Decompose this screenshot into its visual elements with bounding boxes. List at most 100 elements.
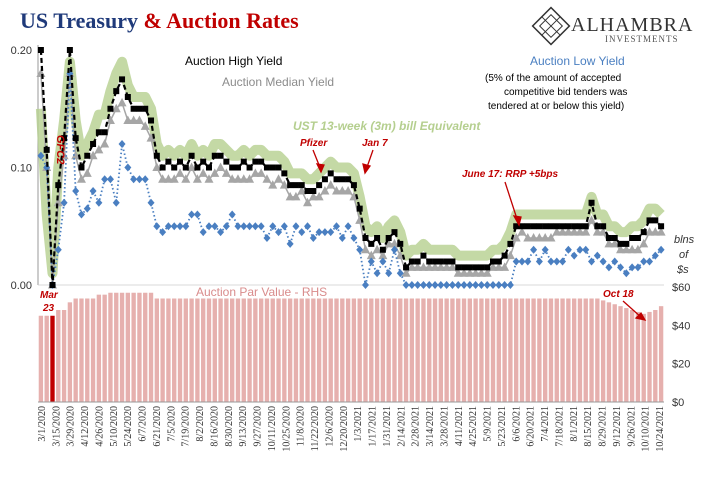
high-point xyxy=(66,47,73,53)
low-point xyxy=(657,245,665,254)
median-point xyxy=(569,227,579,236)
high-point xyxy=(640,229,647,236)
low-point xyxy=(611,257,619,266)
label-low-note-3: tendered at or below this yield) xyxy=(488,101,624,112)
high-point xyxy=(310,188,317,194)
par-bar xyxy=(177,298,183,402)
low-point xyxy=(37,151,45,160)
high-point xyxy=(124,94,131,100)
median-point xyxy=(598,227,608,236)
low-point xyxy=(634,263,642,272)
median-point xyxy=(146,133,156,142)
high-point xyxy=(374,235,381,241)
par-bar xyxy=(380,298,386,402)
par-bar xyxy=(143,292,148,402)
left-tick-label: 0.20 xyxy=(11,45,32,57)
median-point xyxy=(592,227,602,236)
median-point xyxy=(563,227,573,236)
low-point xyxy=(292,222,300,231)
par-bar xyxy=(172,298,177,402)
right-tick-label: $60 xyxy=(672,282,690,294)
x-tick-label: 5/10/2020 xyxy=(109,406,120,447)
par-bar xyxy=(102,294,107,402)
high-point xyxy=(61,135,68,142)
high-point xyxy=(84,152,91,159)
x-tick-label: 3/1/2020 xyxy=(37,406,48,442)
low-point xyxy=(217,228,225,237)
high-point xyxy=(281,170,288,177)
median-point xyxy=(453,268,463,277)
par-bar xyxy=(73,298,78,402)
high-point xyxy=(559,223,566,230)
x-tick-label: 1/31/2021 xyxy=(382,406,393,447)
low-point xyxy=(402,281,410,289)
label-gfc2: GFC2 xyxy=(54,135,66,164)
high-point xyxy=(646,217,653,224)
x-tick-label: 4/11/2021 xyxy=(454,406,465,446)
annotation-arrows xyxy=(312,149,647,321)
label-high-yield: Auction High Yield xyxy=(185,54,282,68)
par-bar xyxy=(479,298,484,402)
low-point xyxy=(234,222,242,231)
par-bar xyxy=(85,298,90,402)
median-point xyxy=(540,233,550,242)
high-point xyxy=(246,164,253,171)
high-point xyxy=(339,176,346,183)
x-tick-label: 4/12/2020 xyxy=(80,406,91,447)
par-bar xyxy=(392,298,397,402)
par-bar xyxy=(618,306,623,402)
low-point xyxy=(477,281,485,289)
par-bar xyxy=(287,298,293,402)
par-bar xyxy=(253,298,258,402)
median-point xyxy=(198,168,208,177)
low-point xyxy=(124,163,132,172)
x-tick-label: 7/4/2021 xyxy=(540,406,551,442)
median-point xyxy=(274,174,284,183)
median-point xyxy=(262,174,272,183)
median-point xyxy=(633,244,643,254)
median-point xyxy=(105,115,115,124)
par-bar xyxy=(224,298,229,402)
high-point xyxy=(153,152,160,159)
low-point xyxy=(130,175,138,184)
high-point xyxy=(397,240,404,247)
median-point xyxy=(424,262,434,271)
high-point xyxy=(205,164,212,171)
median-point xyxy=(187,162,197,171)
high-point xyxy=(43,146,50,153)
ust-line xyxy=(35,56,665,279)
median-point xyxy=(372,244,382,254)
high-point xyxy=(420,252,427,259)
low-point xyxy=(315,228,323,237)
x-tick-label: 9/27/2020 xyxy=(253,406,264,447)
par-bar xyxy=(299,298,304,402)
par-bar xyxy=(629,310,635,402)
x-tick-label: 1/17/2021 xyxy=(368,406,379,447)
left-tick-label: 0.10 xyxy=(11,163,32,175)
par-bar xyxy=(537,298,542,402)
logo-diamond-icon xyxy=(531,6,571,46)
low-point xyxy=(489,281,497,289)
high-point xyxy=(136,105,143,112)
high-point xyxy=(443,258,450,265)
high-point xyxy=(95,129,102,136)
median-point xyxy=(413,262,423,271)
low-point xyxy=(605,263,613,272)
low-point xyxy=(269,222,277,231)
median-point xyxy=(378,250,388,260)
par-bar xyxy=(403,298,409,402)
par-bar xyxy=(450,298,455,402)
median-point xyxy=(482,268,492,277)
low-point xyxy=(211,222,219,231)
label-dollars: $s xyxy=(676,264,689,276)
par-bar xyxy=(624,308,629,402)
median-point xyxy=(604,238,614,248)
median-point xyxy=(575,227,585,236)
par-bar xyxy=(154,298,159,402)
x-tick-label: 7/18/2021 xyxy=(554,406,565,447)
low-point xyxy=(425,281,433,289)
median-point xyxy=(529,233,539,242)
x-tick-label: 3/28/2021 xyxy=(439,406,450,447)
x-tick-label: 11/8/2020 xyxy=(296,406,307,446)
x-tick-label: 8/15/2021 xyxy=(583,406,594,447)
